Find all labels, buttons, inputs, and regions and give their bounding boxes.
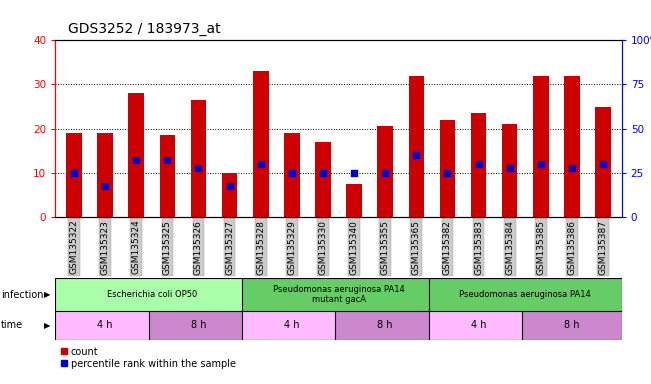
Text: Pseudomonas aeruginosa PA14: Pseudomonas aeruginosa PA14 bbox=[460, 290, 591, 299]
Legend: count, percentile rank within the sample: count, percentile rank within the sample bbox=[60, 347, 236, 369]
Point bbox=[411, 152, 422, 158]
Point bbox=[380, 170, 391, 176]
Text: 4 h: 4 h bbox=[471, 320, 486, 331]
Bar bbox=[335, 311, 435, 340]
Bar bbox=[471, 113, 486, 217]
Bar bbox=[564, 76, 579, 217]
Bar bbox=[128, 93, 144, 217]
Point bbox=[536, 161, 546, 167]
Text: Pseudomonas aeruginosa PA14
mutant gacA: Pseudomonas aeruginosa PA14 mutant gacA bbox=[273, 285, 404, 305]
Bar bbox=[284, 133, 299, 217]
Bar bbox=[253, 71, 268, 217]
Point bbox=[505, 166, 515, 172]
Point bbox=[349, 170, 359, 176]
Text: 4 h: 4 h bbox=[98, 320, 113, 331]
Text: ▶: ▶ bbox=[44, 321, 51, 330]
Text: GDS3252 / 183973_at: GDS3252 / 183973_at bbox=[68, 22, 221, 36]
Bar bbox=[502, 124, 518, 217]
Point bbox=[162, 157, 173, 163]
Text: Escherichia coli OP50: Escherichia coli OP50 bbox=[107, 290, 197, 299]
Point bbox=[255, 161, 266, 167]
Bar bbox=[242, 278, 435, 311]
Bar bbox=[98, 133, 113, 217]
Text: infection: infection bbox=[1, 290, 43, 300]
Point bbox=[598, 161, 608, 167]
Text: 8 h: 8 h bbox=[378, 320, 393, 331]
Bar bbox=[148, 311, 248, 340]
Bar bbox=[159, 135, 175, 217]
Point bbox=[286, 170, 297, 176]
Bar bbox=[533, 76, 549, 217]
Point bbox=[473, 161, 484, 167]
Bar bbox=[595, 107, 611, 217]
Point bbox=[442, 170, 452, 176]
Point bbox=[69, 170, 79, 176]
Bar bbox=[222, 173, 238, 217]
Text: 4 h: 4 h bbox=[284, 320, 299, 331]
Point bbox=[193, 166, 204, 172]
Bar bbox=[55, 278, 248, 311]
Bar bbox=[242, 311, 342, 340]
Point bbox=[100, 183, 110, 189]
Text: ▶: ▶ bbox=[44, 290, 51, 299]
Point bbox=[567, 166, 577, 172]
Bar bbox=[522, 311, 622, 340]
Text: 8 h: 8 h bbox=[191, 320, 206, 331]
Bar bbox=[439, 120, 455, 217]
Bar bbox=[191, 100, 206, 217]
Bar bbox=[346, 184, 362, 217]
Point bbox=[131, 157, 141, 163]
Bar bbox=[429, 311, 529, 340]
Point bbox=[225, 183, 235, 189]
Text: time: time bbox=[1, 320, 23, 331]
Bar bbox=[66, 133, 82, 217]
Point bbox=[318, 170, 328, 176]
Text: 8 h: 8 h bbox=[564, 320, 579, 331]
Bar bbox=[315, 142, 331, 217]
Bar bbox=[429, 278, 622, 311]
Bar bbox=[55, 311, 155, 340]
Bar bbox=[378, 126, 393, 217]
Bar bbox=[409, 76, 424, 217]
